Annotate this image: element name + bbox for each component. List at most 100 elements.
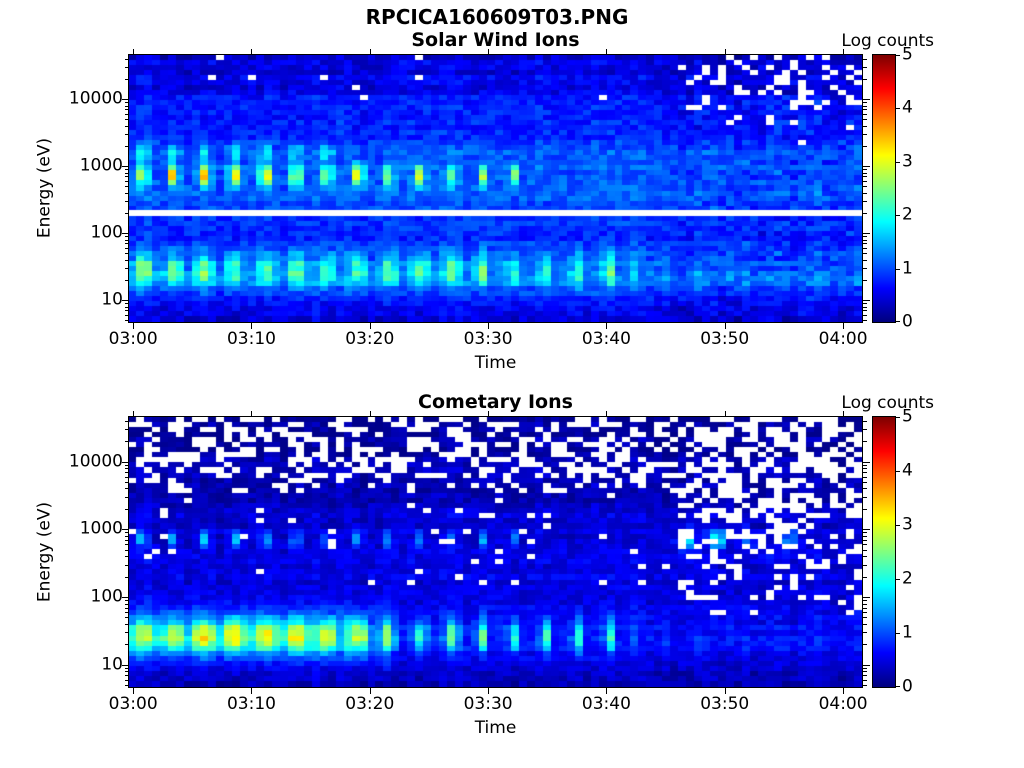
y-minor-tick: [125, 134, 129, 136]
x-tick-top: [488, 49, 490, 55]
y-minor-tick: [125, 102, 129, 104]
y-minor-tick-right: [863, 496, 867, 498]
y-major-tick-right: [863, 664, 870, 666]
y-minor-tick: [125, 623, 129, 625]
x-tick: [133, 323, 135, 329]
y-minor-tick-right: [863, 247, 867, 249]
x-tick: [606, 688, 608, 694]
colorbar-tick: [896, 417, 900, 418]
y-minor-tick: [125, 201, 129, 203]
y-minor-tick-right: [863, 603, 867, 605]
y-tick-label: 1000: [79, 155, 123, 176]
y-minor-tick: [125, 671, 129, 673]
x-tick-label: 03:50: [700, 694, 750, 714]
y-tick-label: 10000: [68, 451, 123, 472]
y-minor-tick: [125, 58, 129, 60]
y-minor-tick: [125, 441, 129, 443]
y-minor-tick: [125, 532, 129, 534]
y-major-tick: [122, 529, 129, 531]
x-tick-label: 03:10: [226, 329, 276, 349]
y-minor-tick: [125, 603, 129, 605]
y-minor-tick: [125, 243, 129, 245]
y-minor-tick-right: [863, 685, 867, 687]
x-tick-top: [369, 49, 371, 55]
y-minor-tick-right: [863, 667, 867, 669]
y-tick-label: 10000: [68, 88, 123, 109]
y-minor-tick: [125, 481, 129, 483]
y-minor-tick-right: [863, 192, 867, 194]
y-minor-tick-right: [863, 145, 867, 147]
y-major-tick-right: [863, 99, 870, 101]
y-minor-tick: [125, 488, 129, 490]
colorbar-label-top: Log counts: [841, 31, 934, 51]
y-minor-tick: [125, 186, 129, 188]
y-minor-tick-right: [863, 105, 867, 107]
y-minor-tick: [125, 544, 129, 546]
x-tick: [369, 323, 371, 329]
colorbar-tick: [896, 633, 900, 634]
y-minor-tick: [125, 667, 129, 669]
y-minor-tick-right: [863, 675, 867, 677]
colorbar-tick: [896, 321, 900, 322]
y-minor-tick: [125, 268, 129, 270]
y-major-tick: [122, 233, 129, 235]
y-minor-tick-right: [863, 320, 867, 322]
y-minor-tick-right: [863, 607, 867, 609]
y-minor-tick-right: [863, 239, 867, 241]
y-tick-label: 100: [90, 222, 123, 243]
y-minor-tick-right: [863, 564, 867, 566]
y-minor-tick: [125, 314, 129, 316]
y-major-tick: [122, 166, 129, 168]
y-minor-tick-right: [863, 259, 867, 261]
x-tick-top: [606, 411, 608, 417]
y-minor-tick: [125, 576, 129, 578]
spectrogram-solar-wind: [129, 55, 862, 322]
colorbar-solar-wind: [873, 55, 895, 322]
colorbar-tick-label: 3: [902, 514, 913, 535]
colorbar-tick-label: 4: [902, 97, 913, 118]
y-minor-tick: [125, 644, 129, 646]
y-minor-tick-right: [863, 612, 867, 614]
y-minor-tick-right: [863, 236, 867, 238]
y-minor-tick: [125, 192, 129, 194]
y-minor-tick-right: [863, 420, 867, 422]
x-tick-top: [724, 411, 726, 417]
x-tick: [488, 323, 490, 329]
colorbar-tick: [896, 108, 900, 110]
y-minor-tick-right: [863, 67, 867, 69]
y-minor-tick-right: [863, 169, 867, 171]
y-tick-label: 10: [101, 289, 123, 310]
colorbar-tick: [896, 579, 900, 580]
y-minor-tick-right: [863, 243, 867, 245]
y-minor-tick: [125, 180, 129, 182]
y-minor-tick-right: [863, 109, 867, 111]
y-minor-tick: [125, 169, 129, 171]
colorbar-tick-label: 2: [902, 204, 913, 225]
y-minor-tick: [125, 109, 129, 111]
x-tick-top: [724, 49, 726, 55]
y-minor-tick-right: [863, 464, 867, 466]
y-minor-tick: [125, 306, 129, 308]
x-axis-label-bottom: Time: [474, 718, 517, 738]
y-minor-tick-right: [863, 180, 867, 182]
colorbar-tick: [896, 161, 900, 163]
panel-title-cometary: Cometary Ions: [418, 391, 573, 413]
y-minor-tick-right: [863, 472, 867, 473]
x-tick: [251, 323, 253, 329]
colorbar-tick-label: 0: [902, 311, 913, 332]
x-tick: [724, 688, 726, 694]
y-major-tick: [122, 99, 129, 101]
colorbar-tick: [896, 525, 900, 526]
x-tick-top: [133, 411, 135, 417]
y-minor-tick: [125, 685, 129, 687]
figure-title: RPCICA160609T03.PNG: [365, 5, 629, 29]
x-tick: [133, 688, 135, 694]
y-tick-label: 1000: [79, 518, 123, 539]
y-minor-tick: [125, 420, 129, 422]
x-tick-label: 03:30: [463, 329, 513, 349]
y-axis-label-bottom: Energy (eV): [34, 501, 55, 603]
y-minor-tick: [125, 253, 129, 255]
x-tick-top: [488, 411, 490, 417]
y-minor-tick: [125, 472, 129, 473]
x-tick: [251, 688, 253, 694]
